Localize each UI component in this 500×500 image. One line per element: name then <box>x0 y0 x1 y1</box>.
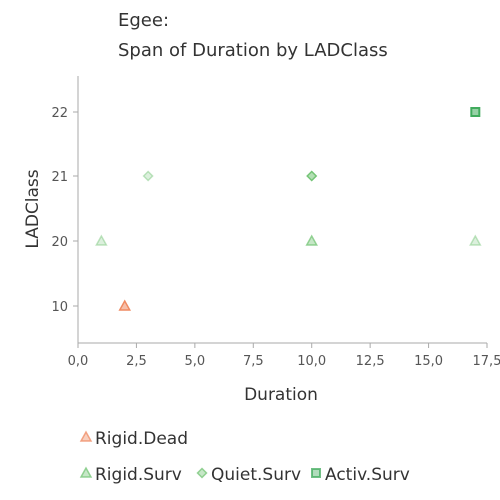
x-tick-label: 7,5 <box>243 354 264 369</box>
chart-title: Egee: <box>118 10 169 31</box>
data-point <box>305 234 318 246</box>
data-point <box>470 107 481 117</box>
legend-entry: Rigid.Surv <box>95 465 182 485</box>
legend-marker <box>311 468 321 478</box>
data-point <box>118 299 132 311</box>
x-tick-label: 12,5 <box>356 354 385 369</box>
x-tick-label: 15,0 <box>414 354 443 369</box>
data-point <box>95 234 108 246</box>
y-axis-label: LADClass <box>23 169 43 248</box>
y-tick-label: 22 <box>51 106 68 121</box>
legend-entry: Rigid.Dead <box>95 429 188 449</box>
x-tick-label: 17,5 <box>473 354 500 369</box>
y-tick-label: 20 <box>51 235 68 250</box>
data-point <box>306 170 318 182</box>
y-tick-label: 21 <box>51 170 68 185</box>
legend: Rigid.Dead Rigid.Surv Quiet.Surv Activ.Surv <box>79 429 410 485</box>
legend-marker <box>79 430 93 442</box>
data-point <box>469 234 482 246</box>
legend-entry: Activ.Surv <box>325 465 410 485</box>
x-tick-label: 5,0 <box>185 354 206 369</box>
chart-subtitle: Span of Duration by LADClass <box>118 40 388 61</box>
legend-entry: Quiet.Surv <box>211 465 301 485</box>
data-point <box>142 170 154 182</box>
axes: 0,0 2,5 5,0 7,5 10,0 12,5 15,0 17,5 10 20 21 22 <box>51 76 500 369</box>
x-tick-label: 2,5 <box>126 354 147 369</box>
legend-marker <box>196 467 208 479</box>
legend-marker <box>79 466 93 478</box>
x-tick-label: 0,0 <box>68 354 89 369</box>
x-tick-label: 10,0 <box>297 354 326 369</box>
y-tick-label: 10 <box>51 300 68 315</box>
x-axis-label: Duration <box>244 385 318 405</box>
data-points <box>95 107 482 311</box>
